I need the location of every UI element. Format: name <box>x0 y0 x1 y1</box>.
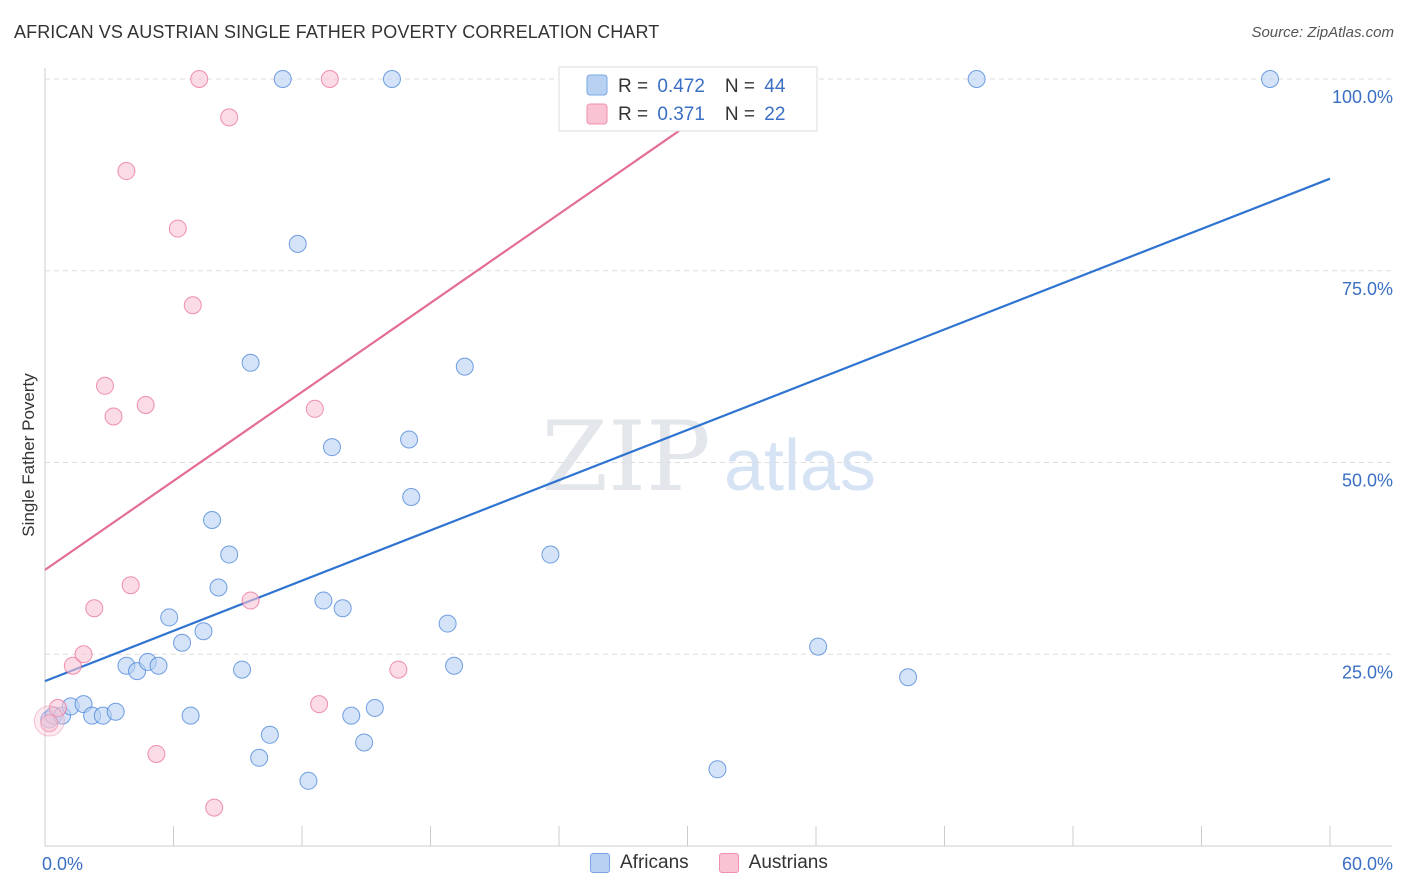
stats-n-value-2: 22 <box>764 104 785 125</box>
data-point-austrians <box>95 376 114 395</box>
data-point-austrians <box>310 695 329 714</box>
data-point-austrians <box>121 576 140 595</box>
data-point-africans <box>288 234 307 253</box>
data-point-africans <box>260 725 279 744</box>
data-point-austrians <box>241 591 260 610</box>
data-point-africans <box>106 702 125 721</box>
data-point-africans <box>314 591 333 610</box>
stats-r-label-2: R = <box>618 104 653 125</box>
data-point-austrians <box>205 798 224 817</box>
trend-layer <box>44 124 1331 683</box>
data-point-austrians <box>389 660 408 679</box>
data-point-africans <box>203 511 222 530</box>
y-tick-label: 100.0% <box>1332 87 1393 107</box>
stats-r-label-1: R = <box>618 76 653 97</box>
data-point-africans <box>322 438 341 457</box>
bottom-legend: Africans Austrians <box>590 852 828 874</box>
legend-item-africans[interactable]: Africans <box>590 852 689 874</box>
source-label: Source: ZipAtlas.com <box>1251 24 1394 41</box>
x-tick-label-min: 0.0% <box>42 854 83 874</box>
y-axis-label: Single Father Poverty <box>19 373 38 537</box>
legend-swatch-blue <box>590 853 610 873</box>
data-point-africans <box>181 706 200 725</box>
legend-swatch-africans <box>586 74 608 96</box>
data-point-africans <box>333 599 352 618</box>
data-point-africans <box>382 70 401 88</box>
data-point-africans <box>455 357 474 376</box>
data-point-africans <box>250 748 269 767</box>
legend-swatch-austrians <box>586 103 608 125</box>
y-tick-label: 25.0% <box>1342 662 1393 682</box>
chart-title: AFRICAN VS AUSTRIAN SINGLE FATHER POVERT… <box>14 22 660 42</box>
legend-swatch-pink <box>718 853 739 873</box>
data-point-austrians <box>183 296 202 315</box>
data-point-africans <box>233 660 252 679</box>
data-point-africans <box>402 488 421 507</box>
data-point-austrians <box>48 698 67 717</box>
stats-n-label-2: N = <box>725 104 760 125</box>
watermark-zip: ZIP <box>541 401 710 513</box>
data-point-africans <box>273 70 292 88</box>
data-point-austrians <box>85 599 104 618</box>
legend-label-africans: Africans <box>620 852 689 873</box>
data-point-africans <box>194 622 213 641</box>
data-point-austrians <box>63 656 82 675</box>
data-point-austrians <box>147 744 166 763</box>
data-point-africans <box>438 614 457 633</box>
legend-item-austrians[interactable]: Austrians <box>718 852 828 874</box>
data-point-africans <box>299 771 318 790</box>
data-point-africans <box>400 430 419 449</box>
data-point-austrians <box>74 645 93 664</box>
x-tick-label-max: 60.0% <box>1342 854 1393 874</box>
data-point-africans <box>241 353 260 372</box>
stats-n-value-1: 44 <box>764 76 786 97</box>
stats-legend: R = 0.472 N = 44 R = 0.371 N = 22 <box>558 66 818 132</box>
data-point-africans <box>899 668 918 687</box>
data-point-africans <box>149 656 168 675</box>
data-point-austrians <box>320 70 339 88</box>
data-point-africans <box>160 608 179 627</box>
data-point-africans <box>708 760 727 779</box>
y-tick-label: 75.0% <box>1342 279 1393 299</box>
data-point-austrians <box>136 395 155 414</box>
watermark-atlas: atlas <box>724 426 876 506</box>
data-point-austrians <box>190 70 209 88</box>
data-point-africans <box>209 578 228 597</box>
stats-r-value-1: 0.472 <box>657 76 705 97</box>
data-cluster-austrians <box>33 705 65 737</box>
data-point-africans <box>220 545 239 564</box>
legend-label-austrians: Austrians <box>748 852 828 873</box>
trend-line-austrians <box>44 124 689 571</box>
data-point-africans <box>541 545 560 564</box>
y-tick-label: 50.0% <box>1342 471 1393 491</box>
stats-n-label-1: N = <box>725 76 760 97</box>
data-point-austrians <box>305 399 324 418</box>
stats-r-value-2: 0.371 <box>657 104 705 125</box>
data-point-austrians <box>168 219 187 238</box>
data-point-africans <box>809 637 828 656</box>
data-point-africans <box>342 706 361 725</box>
data-point-africans <box>967 70 986 88</box>
data-point-africans <box>445 656 464 675</box>
data-point-africans <box>1261 70 1280 88</box>
trend-line-africans <box>44 177 1331 683</box>
data-point-austrians <box>40 714 59 733</box>
data-point-africans <box>173 633 192 652</box>
data-point-africans <box>355 733 374 752</box>
data-point-austrians <box>104 407 123 426</box>
data-point-africans <box>365 698 384 717</box>
data-point-austrians <box>220 108 239 127</box>
axis-layer: 25.0% 50.0% 75.0% 100.0% 0.0% 60.0% <box>42 68 1393 874</box>
data-point-austrians <box>117 162 136 181</box>
